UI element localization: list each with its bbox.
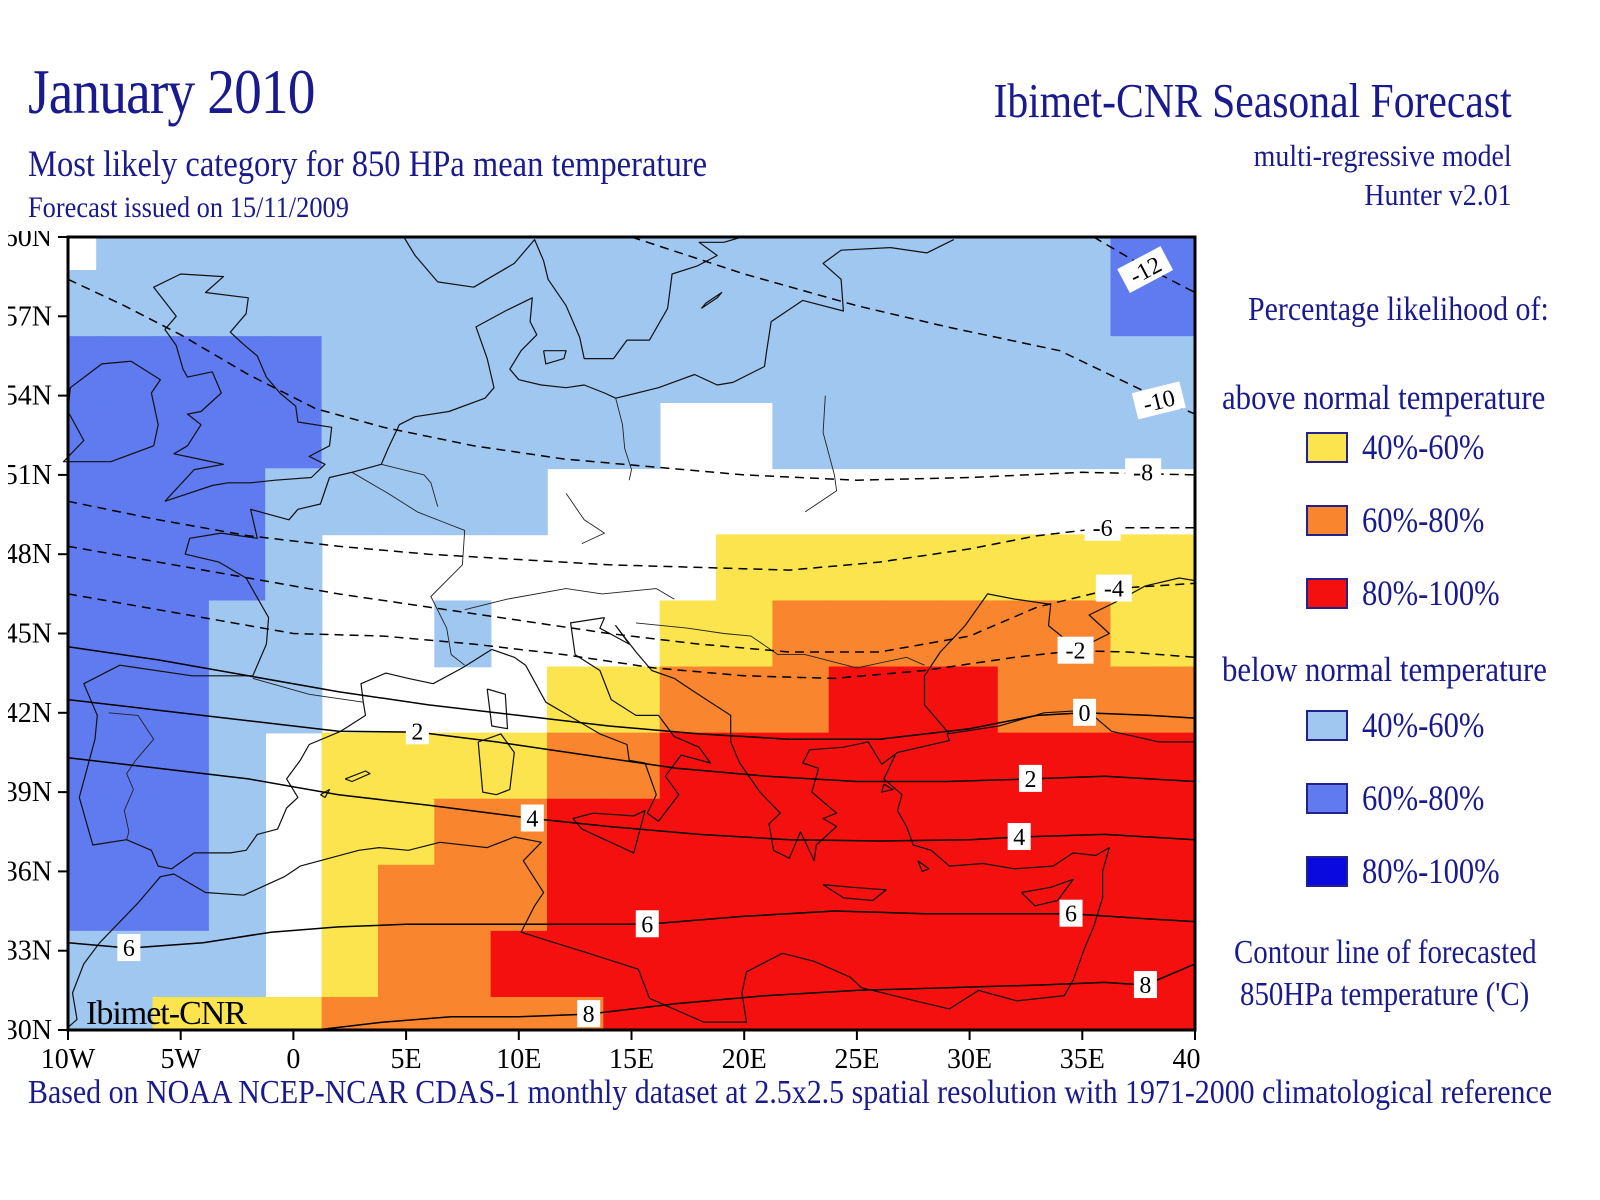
svg-text:8: 8 <box>1139 973 1151 999</box>
contour-label--2: -2 <box>1057 636 1094 665</box>
contour-lines <box>67 236 1196 1031</box>
contour-label-2: 2 <box>1018 764 1042 793</box>
svg-text:25E: 25E <box>834 1044 879 1075</box>
page-subtitle: Most likely category for 850 HPa mean te… <box>28 144 708 185</box>
svg-text:8: 8 <box>583 1002 595 1028</box>
page-title: January 2010 <box>28 57 315 127</box>
legend-heading: Percentage likelihood of: <box>1248 291 1549 328</box>
contour-label--6: -6 <box>1084 513 1121 542</box>
svg-text:4: 4 <box>1013 825 1025 851</box>
svg-text:-8: -8 <box>1133 460 1153 486</box>
svg-text:2: 2 <box>411 719 423 745</box>
forecast-map: -12 -10 -8 -6 -4 -2 0 2 2 4 4 6 6 6 8 8 60N 57N 54N 51N 48N 4… <box>4 222 1218 1081</box>
contour-note-line2: 850HPa temperature ('C) <box>1240 976 1530 1013</box>
legend-range-label: 60%-80% <box>1362 500 1485 540</box>
svg-text:0: 0 <box>286 1044 300 1075</box>
svg-text:6: 6 <box>1065 902 1077 928</box>
legend-below-normal-label: below normal temperature <box>1222 650 1547 689</box>
coastlines <box>62 236 1196 1028</box>
svg-text:51N: 51N <box>8 460 52 491</box>
contour-label-2: 2 <box>405 717 429 745</box>
svg-text:39N: 39N <box>8 777 52 808</box>
swatch-light-blue <box>1306 710 1348 741</box>
svg-text:15E: 15E <box>609 1044 654 1075</box>
svg-text:-6: -6 <box>1093 516 1113 542</box>
svg-text:10W: 10W <box>41 1044 96 1075</box>
legend-range-label: 60%-80% <box>1362 778 1485 818</box>
contour-note-line1: Contour line of forecasted <box>1234 934 1537 971</box>
swatch-red <box>1306 578 1348 609</box>
svg-text:6: 6 <box>641 912 653 938</box>
svg-text:36N: 36N <box>8 856 52 887</box>
svg-text:5E: 5E <box>391 1044 422 1075</box>
contour-label-0: 0 <box>1073 698 1097 727</box>
svg-text:10E: 10E <box>496 1044 541 1075</box>
svg-text:60N: 60N <box>8 231 52 253</box>
legend-range-label: 40%-60% <box>1362 705 1485 745</box>
svg-text:0: 0 <box>1079 701 1091 727</box>
org-title: Ibimet-CNR Seasonal Forecast <box>993 73 1512 128</box>
contour-label-6: 6 <box>117 934 141 962</box>
forecast-issued-date: Forecast issued on 15/11/2009 <box>28 191 349 224</box>
legend-range-label: 40%-60% <box>1362 427 1485 467</box>
model-version: Hunter v2.01 <box>1364 177 1512 212</box>
svg-text:2: 2 <box>1024 767 1036 793</box>
contour-label-8: 8 <box>1133 971 1157 999</box>
swatch-bright-blue <box>1306 856 1348 887</box>
svg-text:48N: 48N <box>8 539 52 570</box>
map-watermark: Ibimet-CNR <box>86 995 247 1032</box>
legend-above-normal-label: above normal temperature <box>1222 378 1546 417</box>
svg-text:40E: 40E <box>1172 1044 1200 1075</box>
svg-text:30N: 30N <box>8 1015 52 1046</box>
swatch-yellow <box>1306 432 1348 463</box>
svg-text:-2: -2 <box>1066 639 1086 665</box>
lon-axis: 10W 5W 0 5E 10E 15E 20E 25E 30E 35E 40E <box>41 1030 1218 1075</box>
svg-text:35E: 35E <box>1060 1044 1105 1075</box>
contour-label--4: -4 <box>1095 574 1132 603</box>
country-borders <box>108 395 925 840</box>
model-name: multi-regressive model <box>1253 138 1512 173</box>
svg-text:-4: -4 <box>1104 577 1124 603</box>
svg-text:33N: 33N <box>8 936 52 967</box>
svg-text:45N: 45N <box>8 619 52 650</box>
contour-label-4: 4 <box>520 804 544 833</box>
probability-cell-grid <box>68 237 1196 1031</box>
contour-label-4: 4 <box>1007 823 1031 851</box>
contour-label-8: 8 <box>577 1000 601 1028</box>
svg-text:57N: 57N <box>8 301 52 332</box>
svg-text:4: 4 <box>526 807 538 833</box>
legend-range-label: 80%-100% <box>1362 851 1500 891</box>
lat-axis: 60N 57N 54N 51N 48N 45N 42N 39N 36N 33N 30N <box>4 222 68 1046</box>
svg-text:5W: 5W <box>160 1044 201 1075</box>
dataset-caption: Based on NOAA NCEP-NCAR CDAS-1 monthly d… <box>28 1074 1553 1111</box>
contour-label-6: 6 <box>635 910 659 938</box>
svg-text:30E: 30E <box>947 1044 992 1075</box>
legend-range-label: 80%-100% <box>1362 573 1500 613</box>
svg-text:42N: 42N <box>8 698 52 729</box>
svg-text:6: 6 <box>123 936 135 962</box>
svg-text:20E: 20E <box>722 1044 767 1075</box>
swatch-orange <box>1306 505 1348 536</box>
contour-label-6: 6 <box>1059 899 1083 928</box>
svg-text:54N: 54N <box>8 381 52 412</box>
contour-label--10: -10 <box>1131 381 1186 420</box>
contour-label--8: -8 <box>1125 458 1162 486</box>
swatch-medium-blue <box>1306 783 1348 814</box>
